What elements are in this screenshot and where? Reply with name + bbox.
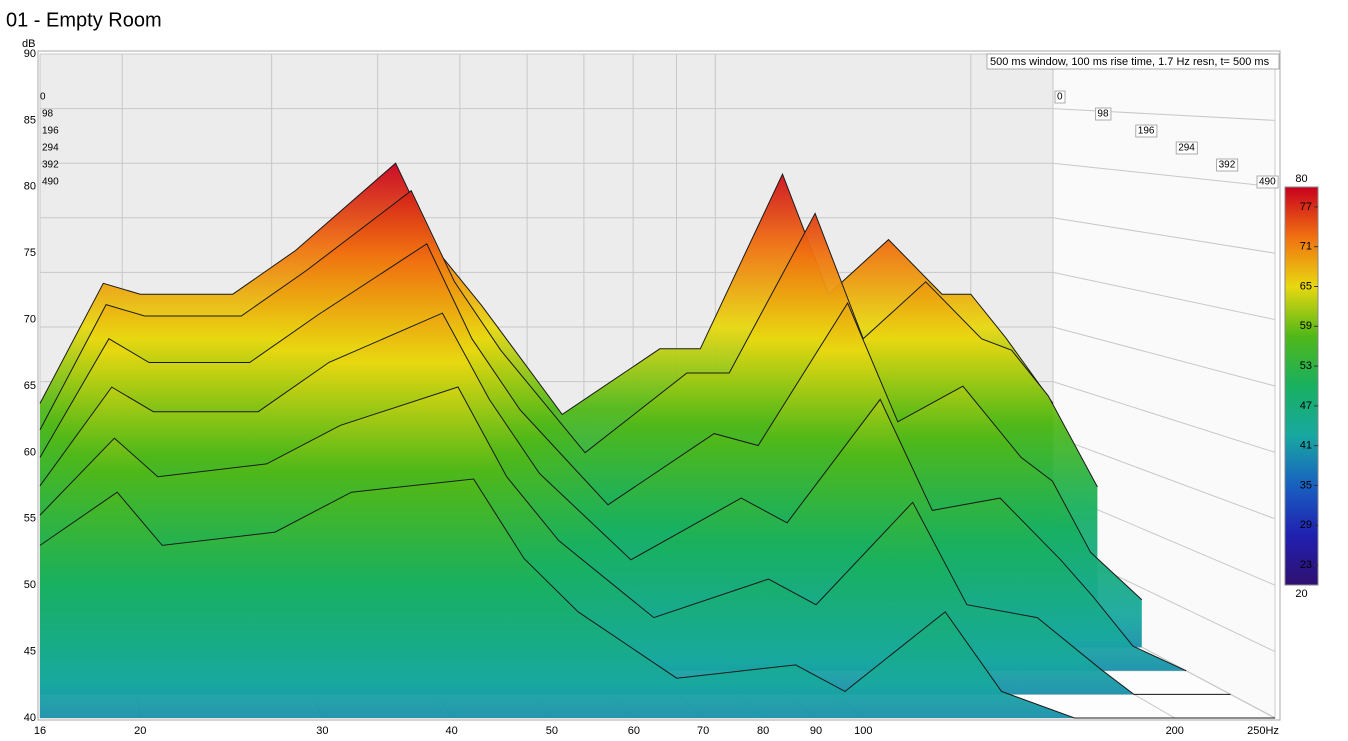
colorbar xyxy=(1284,186,1319,586)
series-label: 392 xyxy=(42,160,59,171)
z-tick-label: 196 xyxy=(1138,126,1155,137)
grid-line xyxy=(1052,381,1276,453)
y-axis-label: dB xyxy=(22,38,35,50)
colorbar-tick-label: 65 xyxy=(1300,280,1312,292)
y-tick-label: 60 xyxy=(24,446,36,458)
grid-line xyxy=(1052,435,1276,520)
colorbar-tick-label: 53 xyxy=(1300,360,1312,372)
colorbar-tick-label: 80 xyxy=(1295,173,1307,185)
z-tick-box xyxy=(1216,158,1239,172)
series-label: 0 xyxy=(40,92,46,103)
grid-line xyxy=(1052,326,1276,387)
x-tick-label: 80 xyxy=(757,725,769,737)
series-label: 196 xyxy=(42,126,59,137)
z-tick-box xyxy=(1256,175,1279,189)
series-label: 294 xyxy=(42,143,59,154)
slice-area xyxy=(40,479,1275,718)
x-tick-label: 250Hz xyxy=(1247,725,1279,737)
y-tick-label: 75 xyxy=(24,247,36,259)
grid-line xyxy=(1052,162,1276,188)
z-tick-label: 0 xyxy=(1057,92,1063,103)
z-tick-box xyxy=(1095,107,1112,121)
y-tick-label: 85 xyxy=(24,114,36,126)
slice-line xyxy=(39,189,1098,488)
slice-line xyxy=(39,312,1187,672)
z-tick-box xyxy=(1175,141,1198,155)
z-tick-box xyxy=(1135,124,1158,138)
colorbar-tick-label: 20 xyxy=(1295,588,1307,600)
y-tick-label: 45 xyxy=(24,646,36,658)
y-tick-label: 80 xyxy=(24,181,36,193)
x-tick-label: 90 xyxy=(810,725,822,737)
grid-line xyxy=(1052,217,1276,254)
x-tick-label: 30 xyxy=(316,725,328,737)
z-tick-label: 490 xyxy=(1259,177,1276,188)
colorbar-tick-label: 29 xyxy=(1300,519,1312,531)
z-tick-label: 98 xyxy=(1097,109,1109,120)
grid-line xyxy=(1052,271,1276,321)
colorbar-tick-label: 23 xyxy=(1300,559,1312,571)
z-tick-box xyxy=(1054,90,1066,104)
x-tick-label: 70 xyxy=(697,725,709,737)
x-tick-label: 50 xyxy=(546,725,558,737)
y-tick-label: 65 xyxy=(24,380,36,392)
colorbar-tick-label: 41 xyxy=(1300,440,1312,452)
slice-line xyxy=(39,162,1054,416)
chart-title: 01 - Empty Room xyxy=(6,9,162,31)
colorbar-tick-label: 35 xyxy=(1300,479,1312,491)
x-tick-label: 200 xyxy=(1166,725,1184,737)
x-tick-label: 100 xyxy=(854,725,872,737)
x-tick-label: 60 xyxy=(628,725,640,737)
slice-line xyxy=(39,243,1143,601)
z-tick-label: 392 xyxy=(1219,160,1236,171)
colorbar-tick-label: 77 xyxy=(1300,201,1312,213)
colorbar-tick-label: 47 xyxy=(1300,400,1312,412)
y-tick-label: 90 xyxy=(24,48,36,60)
slice-line xyxy=(39,478,1275,719)
y-tick-label: 50 xyxy=(24,579,36,591)
series-label: 98 xyxy=(42,109,54,120)
colorbar-tick-label: 71 xyxy=(1300,241,1312,253)
x-tick-label: 16 xyxy=(34,725,46,737)
y-tick-label: 70 xyxy=(24,314,36,326)
x-tick-label: 40 xyxy=(446,725,458,737)
annotation: 500 ms window, 100 ms rise time, 1.7 Hz … xyxy=(990,56,1270,68)
grid-line xyxy=(1052,108,1276,121)
y-tick-label: 55 xyxy=(24,513,36,525)
z-tick-label: 294 xyxy=(1178,143,1195,154)
series-label: 490 xyxy=(42,177,59,188)
slice-line xyxy=(39,386,1231,695)
annotation-box xyxy=(986,53,1280,70)
x-tick-label: 20 xyxy=(134,725,146,737)
colorbar-tick-label: 59 xyxy=(1300,320,1312,332)
y-tick-label: 40 xyxy=(24,712,36,724)
